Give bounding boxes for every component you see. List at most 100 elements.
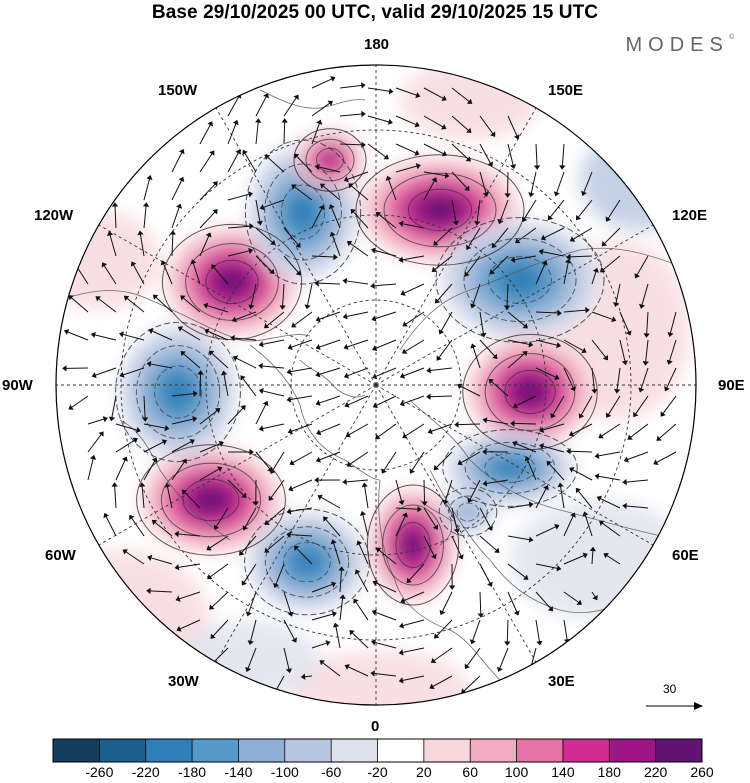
wind-vector-head (625, 330, 632, 336)
wind-vector (517, 227, 537, 242)
wind-vector-head (211, 264, 217, 270)
colorbar-swatch (331, 739, 378, 762)
wind-vector-head (288, 485, 294, 492)
wind-vector (440, 311, 453, 332)
wind-vector-head (345, 431, 351, 438)
wind-vector-head (264, 154, 271, 160)
wind-vector-head (331, 581, 337, 588)
wind-vector-head (381, 468, 387, 474)
wind-vector (378, 213, 397, 229)
wind-vector (255, 227, 273, 243)
wind-vector-head (489, 269, 496, 275)
wind-vector (437, 283, 453, 301)
wind-vector-head (146, 360, 152, 368)
wind-vector-head (497, 219, 504, 225)
wind-vector (322, 662, 341, 677)
coastline (119, 419, 231, 541)
wind-vector (262, 365, 285, 369)
wind-vector-head (456, 383, 463, 390)
wind-vector (267, 507, 285, 523)
wind-vector-head (245, 611, 252, 617)
wind-vector-head (465, 156, 471, 162)
wind-vector-head (601, 240, 608, 247)
wind-vector-head (452, 220, 459, 226)
wind-vector-head (387, 118, 393, 125)
wind-vector (423, 87, 444, 99)
wind-vector-head (482, 417, 488, 424)
wind-vector-head (176, 625, 182, 632)
wind-vector (171, 207, 180, 229)
wind-vector (311, 642, 328, 649)
wind-vector (411, 451, 425, 471)
wind-vector-head (241, 492, 247, 499)
wind-vector (178, 533, 201, 537)
wind-vector (601, 423, 621, 437)
wind-vector (346, 479, 369, 483)
wind-vector (374, 672, 397, 677)
wind-vector (535, 619, 540, 642)
wind-vector-head (592, 267, 599, 273)
wind-vector (70, 297, 89, 313)
wind-vector-head (339, 594, 346, 600)
wind-vector-head (285, 668, 292, 674)
wind-vector (183, 353, 201, 369)
wind-vector (479, 339, 496, 357)
wind-vector-head (371, 639, 377, 646)
wind-vector (115, 423, 138, 431)
wind-vector (515, 443, 537, 453)
wind-vector-head (161, 439, 167, 445)
wind-vector-head (252, 501, 259, 506)
contour-line (205, 259, 259, 305)
wind-vector-head (343, 176, 349, 183)
contour-line (160, 462, 262, 538)
wind-vector-head (174, 564, 180, 571)
wind-vector-head (602, 354, 609, 361)
wind-vector-head (470, 303, 477, 309)
colorbar-tick-label: 140 (551, 764, 575, 780)
wind-vector (548, 463, 565, 481)
wind-vector-head (102, 416, 108, 423)
wind-vector (339, 113, 362, 117)
wind-vector-head (592, 594, 598, 601)
wind-vector-head (63, 329, 70, 336)
wind-vector (139, 234, 145, 257)
lon-label-90e: 90E (718, 377, 745, 394)
wind-vector-head (536, 640, 543, 646)
wind-vector (479, 311, 484, 334)
colorbar-swatch (192, 739, 239, 762)
wind-vector (350, 185, 369, 201)
wind-vector (444, 479, 453, 502)
wind-vector (227, 225, 250, 229)
colorbar-swatch (284, 739, 332, 762)
wind-vector (364, 486, 369, 509)
wind-vector-head (466, 127, 472, 133)
wind-vector (270, 479, 285, 499)
colorbar-tick-label: 180 (597, 764, 621, 780)
wind-vector-head (247, 640, 254, 646)
wind-vector-head (554, 523, 560, 530)
wind-vector (662, 395, 677, 414)
wind-vector (395, 87, 417, 96)
wind-vector (182, 297, 201, 313)
wind-vector (499, 647, 509, 669)
wind-vector-head (599, 520, 605, 526)
wind-vector (374, 311, 397, 320)
wind-vector (71, 395, 89, 408)
wind-vector-head (343, 343, 349, 350)
wind-vector-head (270, 239, 276, 245)
wind-vector-head (90, 331, 96, 339)
wind-vector-head (206, 545, 212, 551)
wind-vector (178, 591, 201, 600)
wind-vector-head (401, 348, 408, 354)
wind-vector (95, 367, 117, 376)
wind-vector (184, 491, 201, 509)
lon-label-150w: 150W (158, 82, 198, 99)
wind-vector (563, 309, 586, 313)
wind-vector (438, 339, 453, 358)
meridian-line (375, 107, 537, 386)
wind-vector (132, 264, 145, 285)
wind-vector-head (330, 76, 336, 82)
wind-vector-head (212, 181, 218, 187)
wind-vector-head (527, 667, 534, 673)
wind-vector (339, 143, 363, 146)
